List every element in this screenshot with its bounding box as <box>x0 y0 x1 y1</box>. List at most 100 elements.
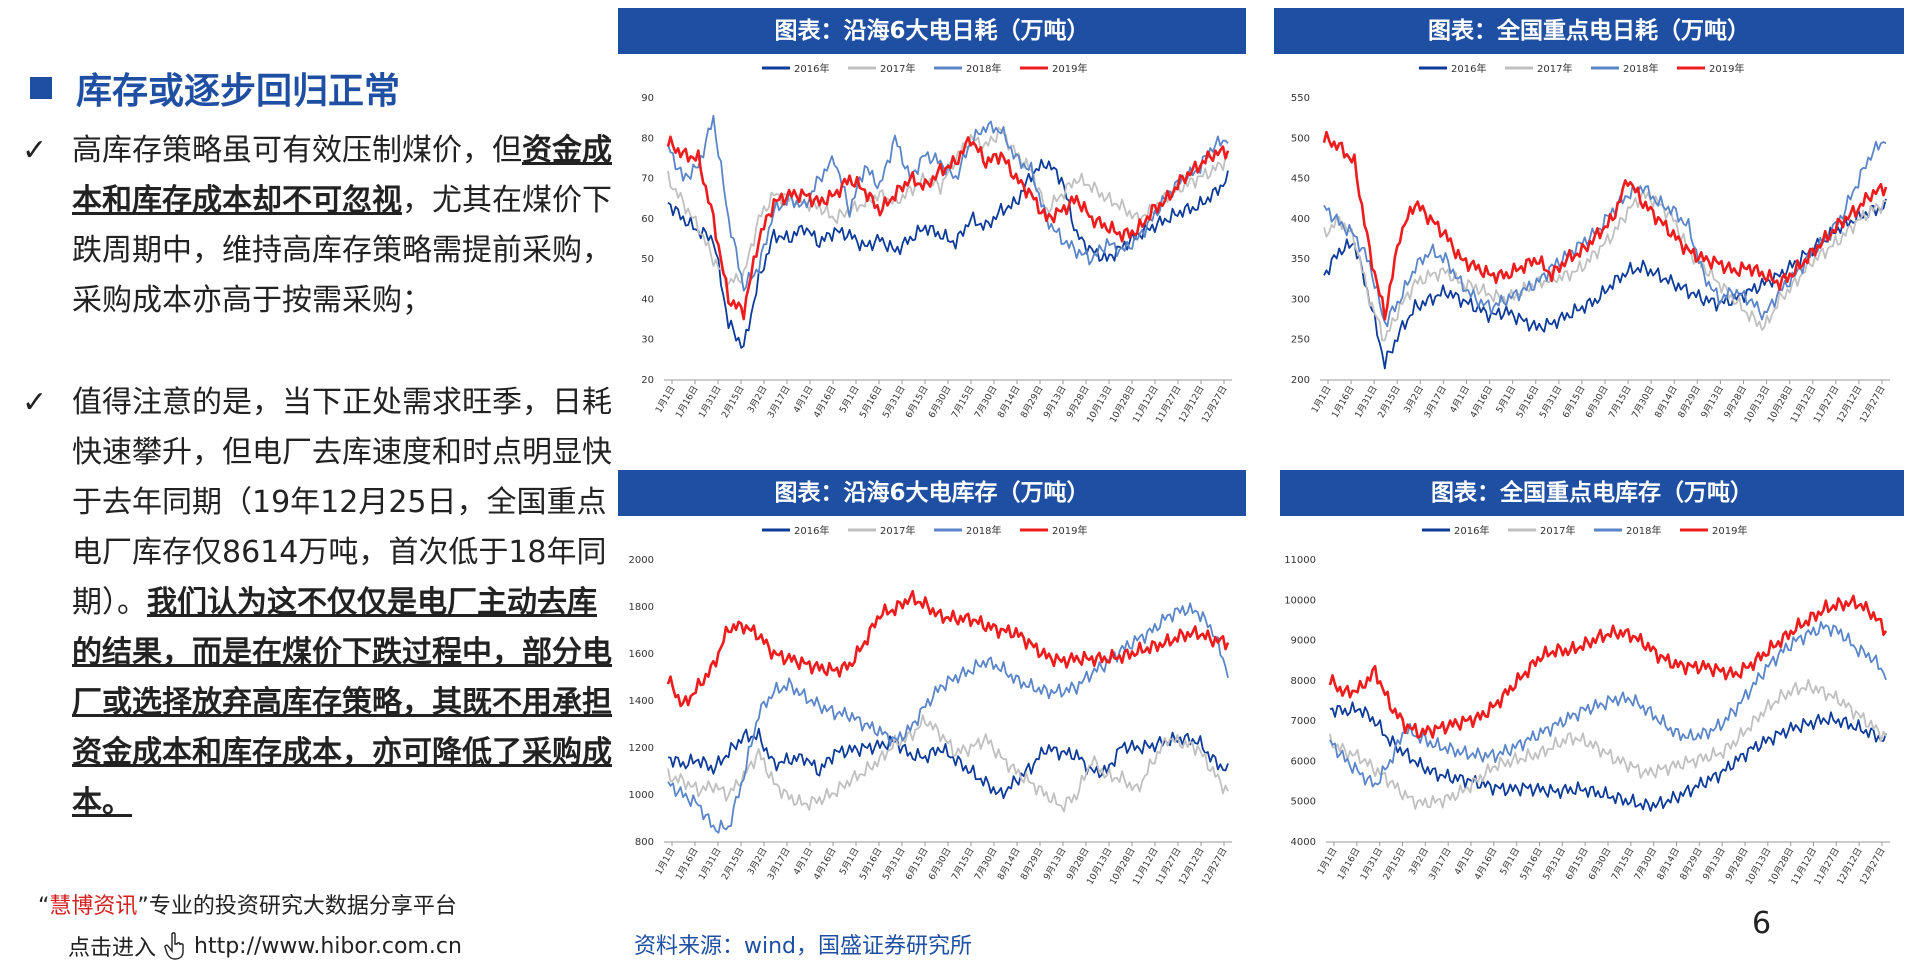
hand-pointer-icon <box>164 932 184 960</box>
x-tick-label: 3月2日 <box>1407 846 1431 877</box>
legend-item: 2018年 <box>934 524 1001 537</box>
bullet-1-part1: 高库存策略虽可有效压制煤价，但 <box>72 133 522 168</box>
x-tick-label: 2月15日 <box>1376 384 1403 420</box>
quote-close: ” <box>137 894 149 919</box>
y-tick-label: 4000 <box>1291 837 1316 848</box>
x-tick-label: 4月1日 <box>791 846 815 877</box>
x-tick-label: 4月1日 <box>1452 846 1476 877</box>
y-tick-label: 20 <box>641 375 654 386</box>
y-tick-label: 11000 <box>1284 555 1316 566</box>
y-tick-label: 40 <box>641 294 654 305</box>
legend-label: 2016年 <box>1451 62 1486 75</box>
site-link[interactable]: http://www.hibor.com.cn <box>194 933 462 959</box>
legend-label: 2017年 <box>880 524 915 537</box>
series-line-2017年 <box>667 126 1229 288</box>
chart-svg: 2016年 2017年 2018年 2019年 4000 5000 6000 7000 8000… <box>1284 524 1890 887</box>
chart-title: 图表：全国重点电日耗（万吨） <box>1274 8 1904 54</box>
y-tick-label: 8000 <box>1291 676 1316 687</box>
y-tick-label: 70 <box>641 174 654 185</box>
footer-brand-line: “慧博资讯”专业的投资研究大数据分享平台 <box>38 888 457 920</box>
y-tick-label: 200 <box>1291 375 1310 386</box>
legend-item: 2018年 <box>1594 524 1661 537</box>
bullet-1-text: 高库存策略虽可有效压制煤价，但资金成本和库存成本却不可忽视，尤其在煤价下跌周期中… <box>72 126 612 326</box>
x-tick-label: 2月15日 <box>719 846 746 882</box>
legend-label: 2018年 <box>966 524 1001 537</box>
legend-item: 2016年 <box>1422 524 1489 537</box>
y-tick-label: 250 <box>1291 335 1310 346</box>
y-tick-label: 50 <box>641 254 654 265</box>
y-tick-label: 1600 <box>629 649 654 660</box>
y-tick-label: 800 <box>635 837 654 848</box>
x-tick-label: 3月17日 <box>765 384 792 420</box>
x-tick-label: 5月1日 <box>837 846 861 877</box>
series-line-2016年 <box>667 727 1229 800</box>
legend-label: 2016年 <box>794 62 829 75</box>
y-tick-label: 5000 <box>1291 797 1316 808</box>
y-tick-label: 1800 <box>629 602 654 613</box>
source-note: 资料来源：wind，国盛证券研究所 <box>634 934 973 959</box>
footer-link-line: 点击进入 http://www.hibor.com.cn <box>68 930 462 962</box>
legend-item: 2016年 <box>762 524 829 537</box>
chart-title: 图表：沿海6大电库存（万吨） <box>618 470 1246 516</box>
y-tick-label: 9000 <box>1291 636 1316 647</box>
x-tick-label: 5月1日 <box>1498 846 1522 877</box>
legend-label: 2019年 <box>1712 524 1747 537</box>
bullet-2-text: 值得注意的是，当下正处需求旺季，日耗快速攀升，但电厂去库速度和时点明显快于去年同… <box>72 378 612 828</box>
check-icon: ✓ <box>22 133 48 168</box>
bullet-2-bold: 我们认为这不仅仅是电厂主动去库的结果，而是在煤价下跌过程中，部分电厂或选择放弃高… <box>72 585 612 820</box>
legend-label: 2019年 <box>1709 62 1744 75</box>
section-title-text: 库存或逐步回归正常 <box>76 71 401 112</box>
y-tick-label: 10000 <box>1284 595 1316 606</box>
bullet-2-part1: 值得注意的是，当下正处需求旺季，日耗快速攀升，但电厂去库速度和时点明显快于去年同… <box>72 385 612 620</box>
legend-item: 2017年 <box>1508 524 1575 537</box>
click-text: 点击进入 <box>68 936 157 961</box>
series-line-2019年 <box>1322 130 1888 321</box>
brand-name[interactable]: 慧博资讯 <box>49 894 138 919</box>
legend-label: 2017年 <box>1537 62 1572 75</box>
legend-item: 2017年 <box>848 524 915 537</box>
x-tick-label: 2月15日 <box>719 384 746 420</box>
chart-coastal-inventory: 图表：沿海6大电库存（万吨） 2016年 2017年 2018年 2019年 800 10… <box>618 470 1246 920</box>
legend-label: 2018年 <box>966 62 1001 75</box>
chart-svg: 2016年 2017年 2018年 2019年 20 30 40 50 60 70 80 90 1月1日… <box>641 62 1232 425</box>
legend-item: 2017年 <box>1505 62 1572 75</box>
section-title: 库存或逐步回归正常 <box>30 62 400 114</box>
bullet-2: ✓ 值得注意的是，当下正处需求旺季，日耗快速攀升，但电厂去库速度和时点明显快于去… <box>22 378 612 828</box>
page-number: 6 <box>1752 906 1772 941</box>
square-bullet-icon <box>30 77 52 99</box>
legend-item: 2018年 <box>934 62 1001 75</box>
x-tick-label: 3月17日 <box>1422 384 1449 420</box>
chart-title: 图表：沿海6大电日耗（万吨） <box>618 8 1246 54</box>
x-tick-label: 5月1日 <box>837 384 861 415</box>
bullet-1-bold: 资金成本和库存成本却不可忽视 <box>72 133 612 218</box>
y-tick-label: 350 <box>1291 254 1310 265</box>
series-line-2018年 <box>1329 621 1887 788</box>
x-tick-label: 4月16日 <box>811 846 838 882</box>
legend-label: 2016年 <box>794 524 829 537</box>
legend-label: 2017年 <box>880 62 915 75</box>
chart-national-daily-consumption: 图表：全国重点电日耗（万吨） 2016年 2017年 2018年 2019年 200 25… <box>1274 8 1904 458</box>
legend-item: 2019年 <box>1020 524 1087 537</box>
legend-label: 2018年 <box>1626 524 1661 537</box>
legend-item: 2016年 <box>762 62 829 75</box>
x-tick-label: 3月2日 <box>745 846 769 877</box>
x-tick-label: 4月1日 <box>1448 384 1472 415</box>
series-line-2019年 <box>666 135 1230 321</box>
x-tick-label: 1月1日 <box>1315 846 1339 877</box>
x-tick-label: 3月17日 <box>765 846 792 882</box>
series-line-2019年 <box>1328 594 1888 739</box>
y-tick-label: 500 <box>1291 133 1310 144</box>
series-line-2019年 <box>666 589 1230 708</box>
y-tick-label: 7000 <box>1291 716 1316 727</box>
x-tick-label: 1月1日 <box>653 846 677 877</box>
series-line-2016年 <box>667 158 1229 349</box>
legend-item: 2018年 <box>1591 62 1658 75</box>
chart-svg: 2016年 2017年 2018年 2019年 800 1000 1200 1400 1600 1… <box>629 524 1232 887</box>
x-tick-label: 4月1日 <box>791 384 815 415</box>
legend-item: 2016年 <box>1419 62 1486 75</box>
y-tick-label: 1400 <box>629 696 654 707</box>
y-tick-label: 1200 <box>629 743 654 754</box>
bullet-1: ✓ 高库存策略虽可有效压制煤价，但资金成本和库存成本却不可忽视，尤其在煤价下跌周… <box>22 126 612 326</box>
y-tick-label: 2000 <box>629 555 654 566</box>
series-line-2018年 <box>667 602 1229 834</box>
